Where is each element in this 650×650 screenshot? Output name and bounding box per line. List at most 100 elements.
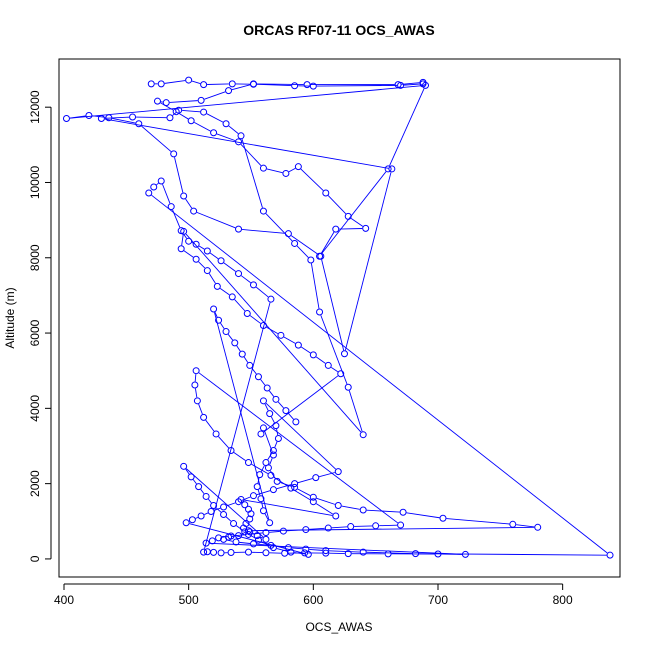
series-line-segment	[309, 548, 323, 551]
series-line-segment	[274, 441, 278, 448]
data-point	[292, 418, 300, 426]
series-line-segment	[269, 530, 280, 533]
data-point	[262, 549, 270, 557]
data-point	[241, 528, 249, 536]
data-point	[359, 506, 367, 514]
data-point	[384, 550, 392, 558]
y-tick-label: 12000	[28, 90, 42, 124]
series-line-segment	[243, 356, 249, 363]
data-point	[534, 523, 542, 531]
series-line-segment	[291, 235, 319, 255]
data-point	[317, 252, 325, 260]
series-line-segment	[174, 157, 184, 193]
data-point	[279, 527, 287, 535]
series-line-segment	[344, 172, 392, 351]
series-line-segment	[185, 198, 193, 209]
data-point	[257, 495, 265, 503]
x-tick-label: 800	[553, 593, 573, 607]
data-point	[228, 80, 236, 88]
data-point	[337, 370, 345, 378]
data-point	[359, 431, 367, 439]
series-line-segment	[255, 286, 269, 298]
data-point	[222, 120, 230, 128]
series-line-segment	[214, 312, 270, 520]
data-point	[262, 459, 270, 467]
series-line-segment	[204, 91, 226, 100]
series-line-segment	[244, 499, 333, 516]
series-line-segment	[256, 83, 304, 85]
data-point	[324, 361, 332, 369]
series-line-segment	[112, 117, 136, 124]
series-line-segment	[266, 326, 279, 334]
data-point	[259, 397, 267, 405]
series-line-segment	[194, 388, 198, 398]
data-point	[191, 381, 199, 389]
series-line-segment	[366, 551, 413, 555]
data-point	[157, 80, 165, 88]
series-line-segment	[241, 496, 251, 501]
series-line-segment	[297, 488, 311, 496]
data-point	[259, 507, 267, 515]
series-line-segment	[198, 245, 205, 250]
series-line-segment	[401, 82, 420, 85]
data-point	[249, 281, 257, 289]
data-point	[309, 351, 317, 359]
series-line-segment	[208, 273, 216, 284]
series-line-segment	[270, 416, 275, 423]
data-point	[162, 99, 170, 107]
data-point	[240, 524, 248, 532]
series-line-segment	[198, 261, 206, 269]
series-line-segment	[234, 299, 246, 312]
data-point	[509, 520, 517, 528]
data-point	[384, 165, 392, 173]
series-line-segment	[406, 512, 440, 519]
data-point	[215, 316, 223, 324]
series-line-segment	[264, 513, 269, 520]
data-point	[262, 529, 270, 537]
data-point	[135, 120, 143, 128]
series-line-segment	[241, 229, 285, 234]
series-line-segment	[220, 322, 225, 329]
series-line-segment	[446, 518, 510, 525]
series-line-segment	[178, 113, 189, 120]
series-line-segment	[251, 463, 269, 475]
series-line-segment	[269, 458, 273, 465]
data-point	[309, 493, 317, 501]
series-line-segment	[156, 182, 159, 186]
series-line-segment	[151, 194, 608, 554]
series-line-segment	[268, 390, 275, 397]
data-point	[287, 548, 295, 556]
data-point	[247, 510, 255, 518]
data-point	[215, 534, 223, 542]
series-line-segment	[252, 532, 255, 535]
data-point	[259, 164, 267, 172]
data-point	[235, 498, 243, 506]
series-line-segment	[104, 118, 389, 169]
series-line-segment	[228, 125, 239, 134]
series-line-segment	[183, 250, 194, 258]
data-point	[359, 548, 367, 556]
data-point	[294, 163, 302, 171]
series-line-segment	[294, 552, 305, 555]
y-axis-label: Altitude (m)	[3, 287, 17, 348]
series-line-segment	[319, 472, 335, 478]
y-tick-label: 10000	[28, 165, 42, 199]
x-tick-label: 500	[179, 593, 199, 607]
series-line-segment	[256, 83, 292, 87]
data-point	[170, 150, 178, 158]
data-point	[388, 165, 396, 173]
series-line-segment	[301, 346, 311, 354]
y-tick-label: 6000	[28, 319, 42, 346]
data-point	[187, 117, 195, 125]
data-point	[344, 212, 352, 220]
data-point	[212, 430, 220, 438]
series-line-segment	[316, 84, 398, 87]
series-line-segment	[320, 231, 335, 254]
data-point	[332, 225, 340, 233]
series-line-segment	[341, 505, 360, 510]
data-point	[304, 550, 312, 558]
data-point	[303, 81, 311, 89]
data-point	[185, 76, 193, 84]
data-point	[246, 361, 254, 369]
series-line-segment	[209, 252, 219, 260]
